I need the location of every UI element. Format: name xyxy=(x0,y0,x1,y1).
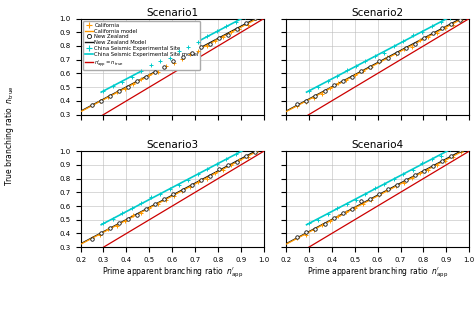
X-axis label: Prime apparent branching ratio  $n^{\prime}_{\rm app}$: Prime apparent branching ratio $n^{\prim… xyxy=(307,266,448,280)
Title: Scenario2: Scenario2 xyxy=(352,8,404,18)
Title: Scenario4: Scenario4 xyxy=(352,140,404,150)
Text: True branching ratio  $n_{\rm true}$: True branching ratio $n_{\rm true}$ xyxy=(3,86,16,186)
Title: Scenario1: Scenario1 xyxy=(146,8,198,18)
Title: Scenario3: Scenario3 xyxy=(146,140,198,150)
X-axis label: Prime apparent branching ratio  $n^{\prime}_{\rm app}$: Prime apparent branching ratio $n^{\prim… xyxy=(101,266,243,280)
Legend: California, California model, New Zealand, New Zealand Model, China Seismic Expe: California, California model, New Zealan… xyxy=(83,21,200,70)
